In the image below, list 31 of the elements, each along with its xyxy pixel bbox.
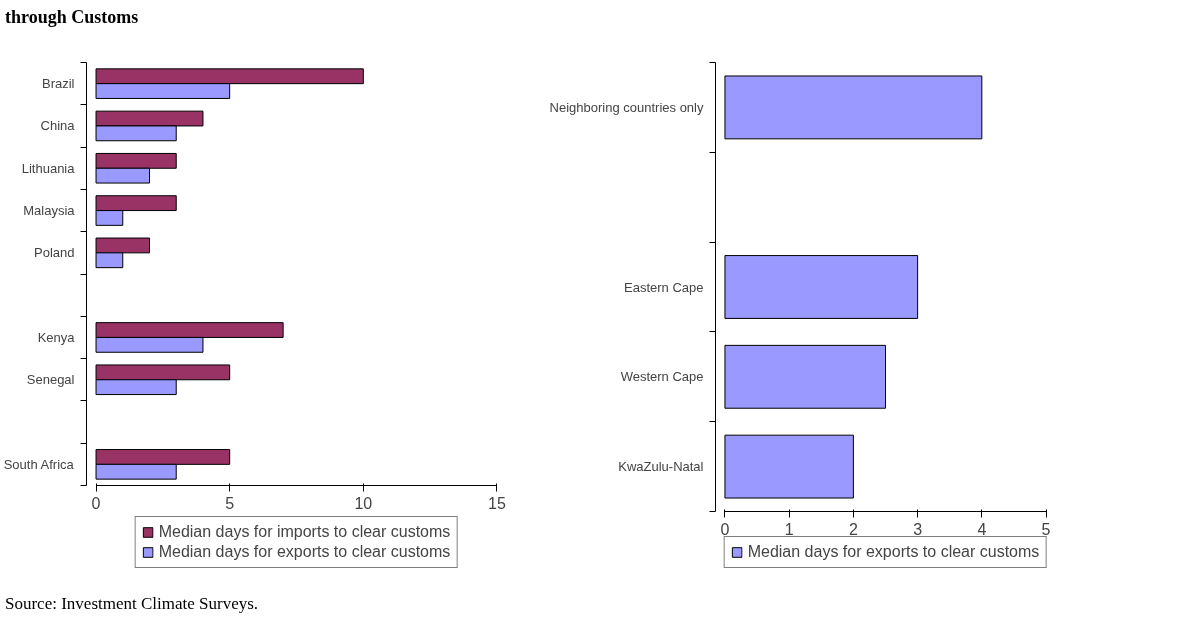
legend-label: Median days for imports to clear customs: [158, 523, 451, 541]
y-tick-label: Western Cape: [620, 369, 704, 385]
x-tick-label: 0: [91, 494, 101, 512]
y-tick-label: Malaysia: [23, 203, 76, 219]
bar: [724, 434, 854, 499]
x-tick-label: 10: [354, 494, 373, 512]
legend-label: Median days for exports to clear customs: [158, 543, 451, 561]
x-tick-label: 1: [784, 520, 794, 538]
y-tick-label: Senegal: [26, 372, 75, 388]
source-note: Source: Investment Climate Surveys.: [5, 593, 259, 615]
bar: [724, 75, 983, 140]
y-tick-label: South Africa: [3, 456, 75, 472]
y-tick-label: Neighboring countries only: [549, 99, 704, 115]
x-tick-label: 15: [488, 494, 506, 512]
x-tick-label: 5: [225, 494, 235, 512]
chart-title: through Customs: [5, 6, 139, 29]
bar: [724, 255, 919, 319]
y-tick-label: Poland: [34, 245, 75, 261]
x-tick-label: 2: [848, 520, 858, 538]
y-tick-label: KwaZulu-Natal: [618, 459, 704, 475]
y-tick-label: Eastern Cape: [624, 279, 704, 295]
y-tick-label: China: [40, 118, 76, 134]
y-tick-label: Brazil: [41, 76, 75, 92]
x-tick-label: 0: [720, 520, 730, 538]
x-tick-label: 4: [977, 520, 987, 538]
legend-label: Median days for exports to clear customs: [747, 543, 1040, 561]
x-tick-label: 5: [1041, 520, 1051, 538]
y-tick-label: Kenya: [37, 329, 76, 345]
y-tick-label: Lithuania: [21, 160, 76, 176]
bar: [724, 344, 886, 409]
x-tick-label: 3: [913, 520, 923, 538]
